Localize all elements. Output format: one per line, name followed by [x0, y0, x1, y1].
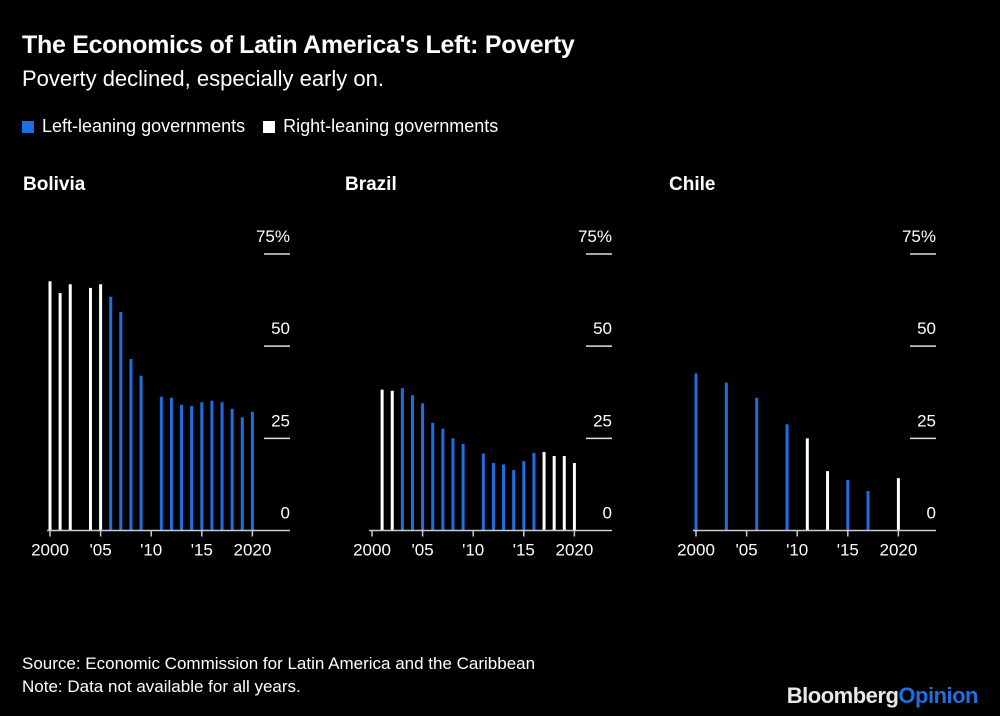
bolivia-bar-2000 — [48, 281, 52, 531]
brazil-bar-2020 — [572, 463, 576, 531]
data-note: Note: Data not available for all years. — [22, 677, 301, 696]
bloomberg-opinion-logo: BloombergOpinion — [786, 683, 979, 708]
chart-title: The Economics of Latin America's Left: P… — [22, 31, 575, 59]
bolivia-bar-2002 — [68, 284, 72, 531]
legend: Left-leaning governments Right-leaning g… — [22, 116, 516, 137]
brazil-bar-2015 — [522, 461, 526, 531]
brazil-bar-2003 — [400, 388, 404, 531]
bolivia-x-tick-label: '10 — [140, 541, 162, 560]
chile-bar-2006 — [755, 397, 759, 531]
bolivia-x-tick-label: 2000 — [31, 541, 69, 560]
legend-label-right: Right-leaning governments — [283, 116, 499, 136]
brazil-x-tick-label: '15 — [513, 541, 535, 560]
brazil-bar-2004 — [410, 395, 414, 531]
brazil-panel-title: Brazil — [345, 174, 397, 195]
bolivia-y-tick-label: 0 — [281, 504, 290, 523]
brazil-y-tick-label: 75% — [578, 227, 612, 246]
bolivia-bar-2005 — [99, 284, 103, 531]
bolivia-bar-2012 — [169, 397, 173, 531]
legend-item-right: Right-leaning governments — [263, 116, 498, 137]
bolivia-bar-2014 — [190, 405, 194, 531]
chile-panel-title: Chile — [669, 174, 715, 195]
brazil-bar-2001 — [380, 389, 384, 531]
bolivia-bar-2008 — [129, 359, 133, 531]
chart-subtitle: Poverty declined, especially early on. — [22, 66, 384, 91]
brazil-y-tick-label: 0 — [603, 504, 612, 523]
chile-bar-2003 — [724, 382, 728, 531]
brazil-x-tick-label: 2020 — [555, 541, 593, 560]
brazil-bar-2019 — [562, 456, 566, 531]
bolivia-bar-2007 — [119, 311, 123, 531]
bolivia-bar-2006 — [109, 296, 113, 531]
legend-swatch-left — [22, 120, 34, 133]
bolivia-bar-2001 — [58, 293, 62, 531]
brazil-bar-2016 — [532, 453, 536, 531]
brazil-bar-2009 — [461, 443, 465, 531]
bolivia-bar-2013 — [180, 404, 184, 531]
chile-bar-2013 — [826, 471, 830, 531]
bolivia-bar-2004 — [88, 287, 92, 531]
brazil-bar-2014 — [512, 470, 516, 531]
bolivia-x-tick-label: 2020 — [233, 541, 271, 560]
chile-y-tick-label: 25 — [917, 411, 936, 430]
bolivia-bar-2011 — [159, 396, 163, 531]
brazil-bar-2013 — [502, 464, 506, 531]
brazil-bar-2007 — [441, 428, 445, 531]
bolivia-y-tick-label: 75% — [256, 227, 290, 246]
brazil-x-tick-label: '10 — [462, 541, 484, 560]
chile-x-tick-label: 2000 — [677, 541, 715, 560]
brazil-bar-2011 — [481, 453, 485, 531]
brazil-bar-2006 — [431, 422, 435, 531]
bolivia-bar-2018 — [230, 408, 234, 531]
brazil-bar-2005 — [421, 403, 425, 531]
bolivia-x-tick-label: '15 — [191, 541, 213, 560]
chile-y-tick-label: 75% — [902, 227, 936, 246]
chile-x-tick-label: '05 — [736, 541, 758, 560]
brazil-x-tick-label: '05 — [412, 541, 434, 560]
legend-swatch-right — [263, 120, 276, 133]
chile-bar-2020 — [896, 478, 900, 531]
bolivia-bar-2019 — [240, 417, 244, 531]
chile-bar-2011 — [805, 438, 809, 531]
chile-bar-2009 — [785, 424, 789, 531]
bolivia-panel-title: Bolivia — [23, 174, 86, 195]
chile-bar-2015 — [846, 479, 850, 531]
brazil-bar-2002 — [390, 390, 394, 531]
legend-label-left: Left-leaning governments — [42, 116, 246, 136]
brazil-y-tick-label: 50 — [593, 319, 612, 338]
bolivia-x-tick-label: '05 — [90, 541, 112, 560]
chile-bar-2017 — [866, 491, 870, 531]
bolivia-bar-2016 — [210, 400, 214, 531]
chile-y-tick-label: 0 — [927, 504, 936, 523]
chile-x-tick-label: 2020 — [879, 541, 917, 560]
chile-bar-2000 — [694, 373, 698, 531]
legend-item-left: Left-leaning governments — [22, 116, 245, 137]
bolivia-bar-2020 — [250, 411, 254, 531]
bolivia-y-tick-label: 50 — [271, 319, 290, 338]
bolivia-bar-2017 — [220, 402, 224, 531]
bolivia-bar-2015 — [200, 402, 204, 531]
brazil-x-tick-label: 2000 — [353, 541, 391, 560]
brazil-y-tick-label: 25 — [593, 411, 612, 430]
brazil-bar-2008 — [451, 438, 455, 531]
bolivia-bar-2009 — [139, 375, 143, 531]
brazil-bar-2012 — [491, 463, 495, 531]
brazil-bar-2017 — [542, 451, 546, 531]
chile-x-tick-label: '10 — [786, 541, 808, 560]
bolivia-y-tick-label: 25 — [271, 411, 290, 430]
brazil-bar-2018 — [552, 456, 556, 531]
chile-y-tick-label: 50 — [917, 319, 936, 338]
chile-x-tick-label: '15 — [837, 541, 859, 560]
source-note: Source: Economic Commission for Latin Am… — [22, 654, 536, 673]
